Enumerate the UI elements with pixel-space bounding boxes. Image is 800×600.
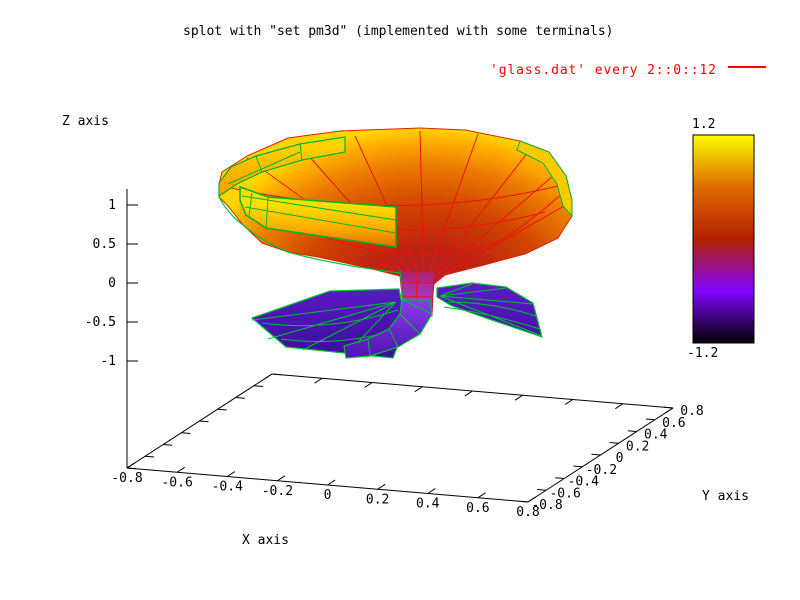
tick-label: 0.8 — [680, 404, 703, 419]
tick-label: 0.8 — [516, 505, 539, 520]
tick-label: 0.4 — [644, 428, 668, 443]
base-wing-left-mesh — [251, 301, 399, 357]
y-axis-label: Y axis — [702, 489, 749, 504]
tick-label: -0.4 — [568, 475, 599, 490]
tick-label: -0.8 — [531, 498, 562, 513]
base-front-flap — [343, 299, 433, 359]
tick-label: -0.6 — [549, 486, 580, 501]
tick-label: 0 — [324, 488, 332, 503]
base-front-flap-mesh — [367, 299, 433, 357]
tick-label: -0.5 — [85, 315, 116, 330]
bowl-underside-green-edge — [218, 196, 401, 274]
rim-band-left-mesh — [227, 143, 303, 185]
tick-label: 0 — [108, 276, 116, 291]
base-wing-right-mesh — [439, 283, 543, 337]
tick-label: 0.2 — [366, 492, 389, 507]
rim-band-left — [218, 136, 346, 198]
z-axis-label: Z axis — [62, 114, 109, 129]
axes-frame — [126, 189, 674, 503]
colorbar — [692, 134, 755, 344]
x-axis-label: X axis — [242, 533, 289, 548]
spiral-ribbon-mesh — [241, 192, 397, 234]
colorbar-max-label: 1.2 — [692, 117, 716, 132]
tick-labels: -0.8 -0.6 -0.4 -0.2 0 0.2 0.4 0.6 0.8-0.8-0.6-0.… — [85, 198, 704, 520]
base-wing-right — [436, 282, 543, 338]
tick-label: -0.6 — [161, 475, 192, 490]
tick-label: -0.8 — [111, 471, 142, 486]
plot-title: splot with "set pm3d" (implemented with … — [183, 24, 614, 39]
tick-label: 0.6 — [662, 416, 685, 431]
rim-band-right — [516, 140, 573, 218]
tick-label: 0.6 — [466, 501, 489, 516]
tick-label: 0.5 — [93, 237, 116, 252]
colorbar-min-label: -1.2 — [687, 346, 719, 361]
stem-red-mesh — [400, 270, 434, 317]
tick-label: -1 — [100, 354, 116, 369]
tick-label: 1 — [108, 198, 116, 213]
tick-label: -0.2 — [262, 484, 293, 499]
tick-label: -0.2 — [586, 463, 617, 478]
tick-label: 0 — [616, 451, 624, 466]
legend-label: 'glass.dat' every 2::0::12 — [490, 63, 717, 78]
tick-label: -0.4 — [212, 480, 243, 495]
tick-label: 0.4 — [416, 497, 440, 512]
tick-label: 0.2 — [626, 439, 649, 454]
